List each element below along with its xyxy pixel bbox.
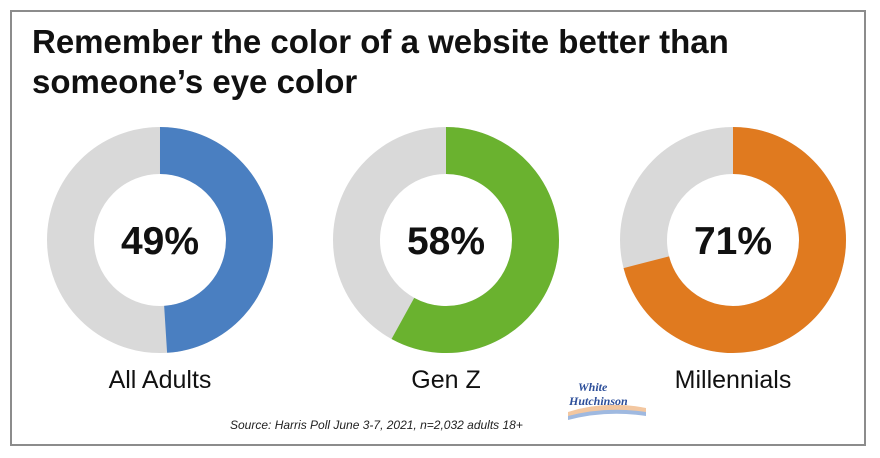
logo-line-2: Hutchinson xyxy=(568,394,628,408)
donut-slice-all-adults xyxy=(159,127,273,353)
chart-title-line-1: Remember the color of a website better t… xyxy=(32,23,729,60)
donut-value-label-gen-z: 58% xyxy=(407,220,485,263)
chart-title: Remember the color of a website better t… xyxy=(32,22,832,102)
source-note: Source: Harris Poll June 3-7, 2021, n=2,… xyxy=(230,418,523,432)
donut-slice-millennials xyxy=(623,127,846,353)
donut-value-label-all-adults: 49% xyxy=(121,220,199,263)
chart-frame xyxy=(10,10,866,446)
donut-category-label-millennials: Millennials xyxy=(675,366,792,394)
white-hutchinson-logo: White Hutchinson xyxy=(568,380,646,420)
chart-title-line-2: someone’s eye color xyxy=(32,63,358,100)
donut-category-label-all-adults: All Adults xyxy=(109,366,212,394)
logo-line-1: White xyxy=(578,380,608,394)
donut-slice-gen-z xyxy=(391,127,559,353)
donut-value-label-millennials: 71% xyxy=(694,220,772,263)
donut-category-label-gen-z: Gen Z xyxy=(411,366,480,394)
